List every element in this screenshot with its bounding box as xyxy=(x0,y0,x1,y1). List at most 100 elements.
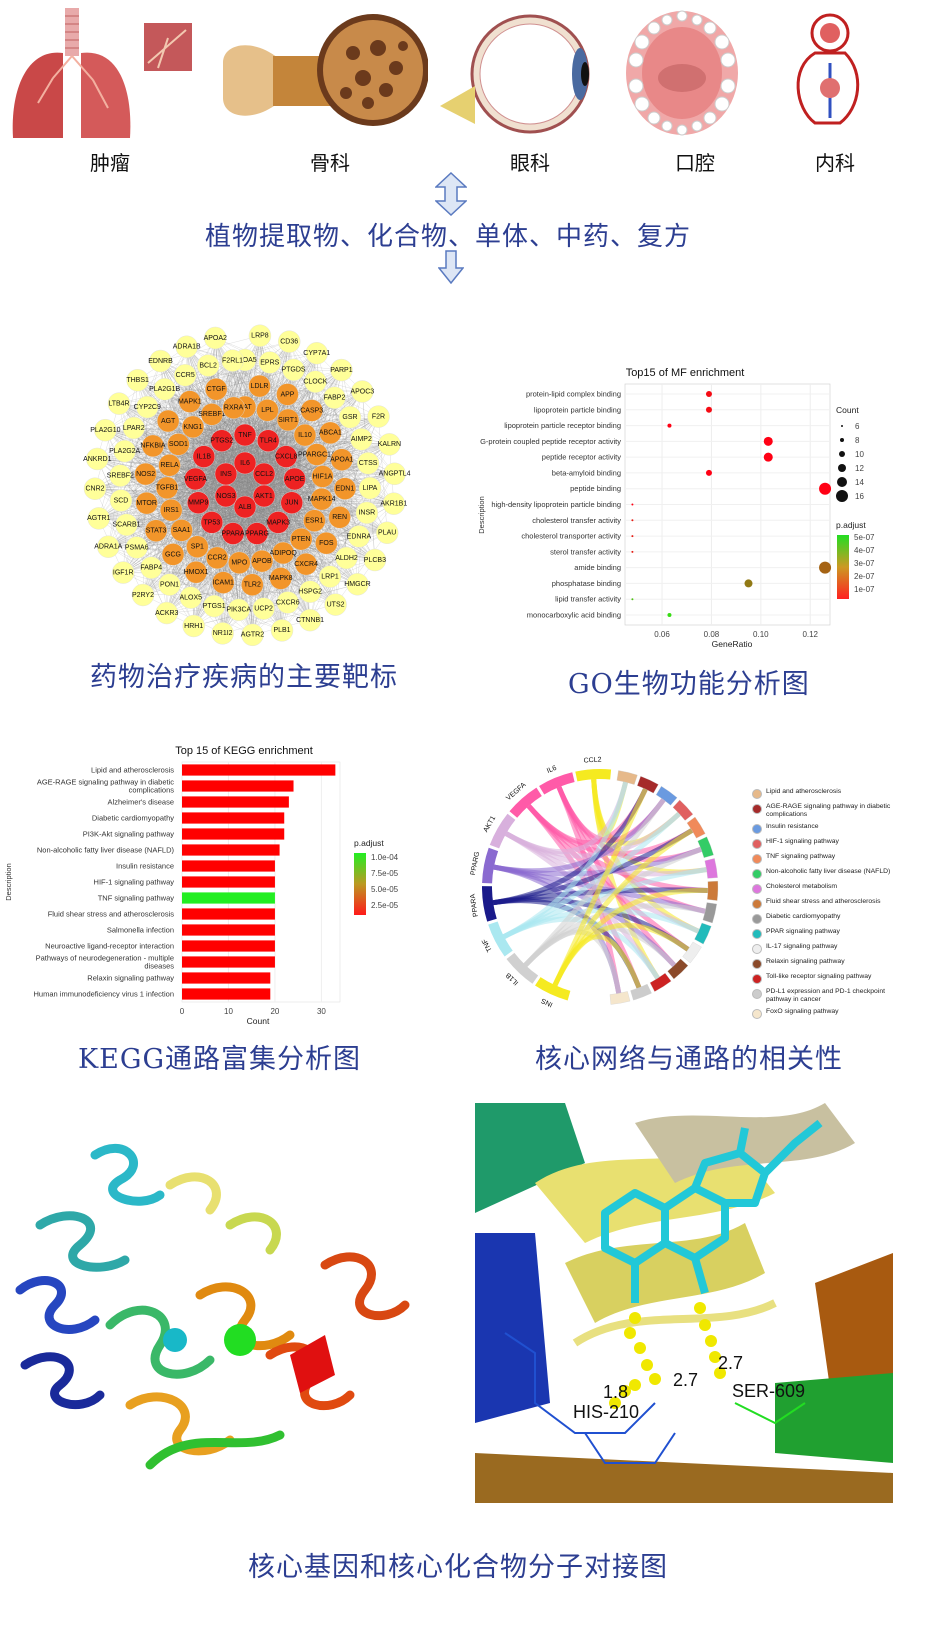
network-node-label: SIRT1 xyxy=(278,417,298,424)
network-node-label: HSPG2 xyxy=(298,589,322,596)
network-edge xyxy=(145,474,174,555)
kegg-category-label: Insulin resistance xyxy=(116,862,174,871)
network-node: LIPA xyxy=(358,476,382,500)
network-node: REN xyxy=(328,506,351,529)
network-node-circle xyxy=(347,525,371,548)
network-node-circle xyxy=(122,416,145,440)
network-node-label: IL1B xyxy=(197,453,212,460)
network-node-circle xyxy=(315,531,338,555)
network-edge xyxy=(118,403,204,457)
network-node-label: CTNNB1 xyxy=(296,617,324,624)
network-node: SIRT1 xyxy=(276,408,300,432)
network-node: RXRA xyxy=(222,396,245,420)
chord-legend-item: HIF-1 signaling pathway xyxy=(752,838,902,849)
network-node: INS xyxy=(214,462,238,486)
network-edge xyxy=(259,335,268,411)
network-node: NOS3 xyxy=(214,484,238,508)
network-node-label: LRP1 xyxy=(321,573,339,580)
network-node-label: PLAU xyxy=(378,530,396,537)
network-node: APOE xyxy=(283,467,306,491)
network-node-label: APOC3 xyxy=(350,388,374,395)
network-node: ALB xyxy=(233,495,257,519)
chord-legend-swatch xyxy=(752,989,762,999)
network-node-label: ALB xyxy=(238,504,252,511)
network-node-circle xyxy=(144,519,168,542)
network-node-label: EDNRB xyxy=(148,358,173,365)
network-node: PPARA xyxy=(221,522,245,545)
network-node-circle xyxy=(210,429,233,452)
kegg-bar xyxy=(182,844,280,856)
network-node: PTEN xyxy=(289,527,313,551)
network-edge xyxy=(142,594,223,634)
network-node-label: TLR4 xyxy=(260,438,277,445)
network-edge xyxy=(311,410,340,518)
chord-gene-label: CCL2 xyxy=(583,757,601,765)
go-category-label: phosphatase binding xyxy=(552,579,621,588)
network-node-circle xyxy=(356,452,380,475)
go-category-label: cholesterol transporter activity xyxy=(521,532,621,541)
kegg-colorbar xyxy=(354,853,366,915)
kegg-xtick: 0 xyxy=(180,1007,185,1016)
chord-legend-label: Fluid shear stress and atherosclerosis xyxy=(766,898,881,905)
go-xtick: 0.08 xyxy=(704,630,720,639)
kegg-legend-label: 2.5e-05 xyxy=(371,901,399,910)
network-edge xyxy=(94,488,144,596)
kegg-bar xyxy=(182,780,294,792)
go-count-legend-title: Count xyxy=(836,405,859,415)
chord-ribbons xyxy=(492,779,709,994)
network-node: HMGCR xyxy=(344,573,371,596)
network-node: MAPK1 xyxy=(178,390,202,413)
network-node-label: GSR xyxy=(342,414,357,421)
network-node-label: NR1I2 xyxy=(213,630,233,637)
double-arrow-icon xyxy=(435,172,467,216)
network-node: LPAR2 xyxy=(122,416,145,440)
bone-icon xyxy=(223,14,428,126)
network-node: IL10 xyxy=(293,423,317,447)
chord-ribbon xyxy=(552,934,642,989)
docking-residue-his: HIS-210 xyxy=(573,1402,639,1422)
network-node-label: PLCB3 xyxy=(364,557,386,564)
network-node-circle xyxy=(158,454,181,477)
network-node-label: AKR1B1 xyxy=(380,500,407,507)
kegg-xtick: 30 xyxy=(317,1007,326,1016)
network-node: PLB1 xyxy=(270,619,294,642)
network-node-circle xyxy=(86,447,109,471)
network-node-label: APOB xyxy=(252,558,272,565)
network-node-circle xyxy=(276,408,300,432)
network-node-circle xyxy=(97,535,120,558)
go-category-label: G-protein coupled peptide receptor activ… xyxy=(480,437,621,446)
chord-legend-item: AGE-RAGE signaling pathway in diabetic c… xyxy=(752,803,902,819)
lung-icon xyxy=(12,8,192,138)
network-node-circle xyxy=(196,354,220,377)
network-node: MPO xyxy=(228,551,251,574)
network-node-label: LIPA xyxy=(363,485,378,492)
chord-legend-swatch xyxy=(752,789,762,799)
network-node-circle xyxy=(276,591,299,614)
network-node-label: AKT1 xyxy=(255,493,273,500)
network-node: F2R xyxy=(367,405,390,428)
network-node-label: SREBF2 xyxy=(107,473,134,480)
network-node: TLR2 xyxy=(241,573,264,596)
go-dot xyxy=(631,598,634,601)
network-edge xyxy=(362,391,376,561)
network-edge xyxy=(147,406,281,579)
kegg-bar xyxy=(182,892,275,904)
chord-legend-label: Cholesterol metabolism xyxy=(766,883,838,890)
go-category-label: peptide receptor activity xyxy=(542,453,621,462)
chord-gene-arc xyxy=(482,886,497,922)
network-node-circle xyxy=(87,507,110,530)
network-node-label: FABP2 xyxy=(324,395,346,402)
network-node: KALRN xyxy=(378,433,401,456)
network-node-circle xyxy=(109,464,132,487)
network-edge xyxy=(97,458,127,525)
kegg-bar xyxy=(182,988,271,1000)
network-node: PLA2G2A xyxy=(109,439,141,463)
kegg-category-label: Human immunodeficiency virus 1 infection xyxy=(34,990,174,999)
kegg-bar xyxy=(182,812,285,824)
go-title: Top15 of MF enrichment xyxy=(626,367,745,379)
kegg-bar xyxy=(182,796,289,808)
network-node-label: SP1 xyxy=(191,544,204,551)
network-edge xyxy=(118,337,216,404)
network-node: PARP1 xyxy=(330,358,353,382)
network-node-circle xyxy=(140,556,163,579)
